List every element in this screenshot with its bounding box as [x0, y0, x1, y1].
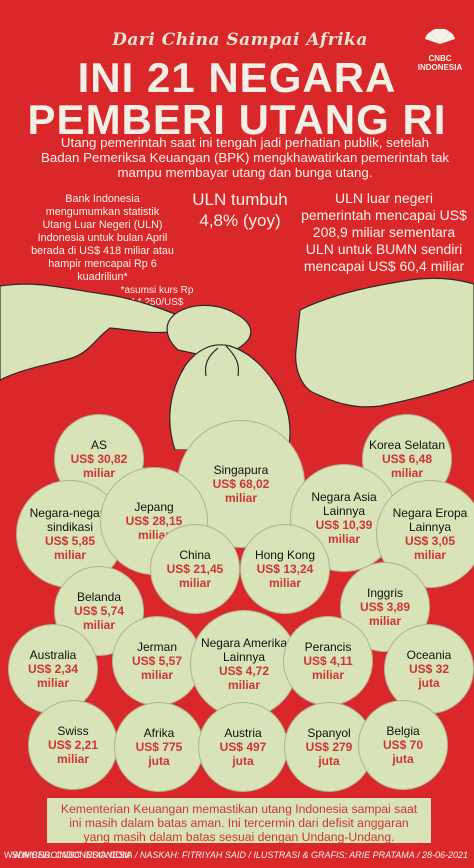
top-script: Dari China Sampai Afrika — [112, 30, 368, 50]
country-value: US$ 5,57 — [131, 654, 183, 668]
country-name: Belanda — [76, 590, 122, 604]
country-name: Negara Amerika Lainnya — [200, 636, 288, 664]
country-name: Austria — [224, 726, 262, 740]
country-name: Australia — [29, 648, 77, 662]
country-unit: juta — [392, 752, 414, 766]
country-name: China — [179, 548, 211, 562]
country-name: Belgia — [386, 724, 420, 738]
country-name: Negara-negara sindikasi — [29, 506, 111, 534]
country-value: US$ 4,72 — [218, 664, 270, 678]
country-unit: juta — [148, 754, 170, 768]
country-value: US$ 6,48 — [381, 452, 433, 466]
bubble-jerman: Jerman US$ 5,57 miliar — [112, 616, 202, 706]
country-value: US$ 70 — [382, 738, 424, 752]
country-name: Singapura — [213, 463, 269, 477]
country-value: US$ 32 — [408, 662, 450, 676]
cnbc-logo — [425, 28, 455, 44]
bubble-swiss: Swiss US$ 2,21 miliar — [28, 700, 118, 790]
country-value: US$ 3,05 — [404, 534, 456, 548]
growth-note: ULN tumbuh 4,8% (yoy) — [192, 190, 288, 230]
country-unit: miliar — [311, 668, 344, 682]
country-name: Negara Eropa Lainnya — [392, 506, 468, 534]
left-note: Bank Indonesia mengumumkan statistik Uta… — [31, 193, 174, 283]
country-name: Korea Selatan — [368, 438, 446, 452]
country-name: Spanyol — [307, 726, 351, 740]
country-value: US$ 5,85 — [44, 534, 96, 548]
country-name: Hong Kong — [254, 548, 316, 562]
country-value: US$ 4,11 — [303, 654, 353, 668]
country-value: US$ 497 — [219, 740, 267, 754]
bubble-australia: Australia US$ 2,34 miliar — [8, 624, 98, 714]
bubble-china: China US$ 21,45 miliar — [150, 524, 240, 614]
country-value: US$ 13,24 — [256, 562, 314, 576]
country-unit: miliar — [178, 576, 211, 590]
country-unit: juta — [318, 754, 340, 768]
right-note: ULN luar negeri pemerintah mencapai US$ … — [301, 190, 467, 274]
country-name: Afrika — [143, 726, 175, 740]
bubble-afrika: Afrika US$ 775 juta — [114, 702, 204, 792]
country-value: US$ 5,74 — [73, 604, 125, 618]
footer-message: Kementerian Keuangan memastikan utang In… — [47, 798, 431, 844]
title-line-1: INI 21 NEGARA — [77, 54, 397, 101]
country-name: Jepang — [134, 500, 174, 514]
country-name: Inggris — [366, 586, 404, 600]
bubble-oceania: Oceania US$ 32 juta — [384, 624, 474, 714]
bubble-negara-amerika-lainnya: Negara Amerika Lainnya US$ 4,72 miliar — [190, 610, 298, 718]
country-value: US$ 21,45 — [166, 562, 224, 576]
country-unit: miliar — [227, 678, 260, 692]
country-value: US$ 10,39 — [315, 518, 373, 532]
country-unit: miliar — [390, 466, 423, 480]
country-unit: miliar — [413, 548, 446, 562]
country-name: Negara Asia Lainnya — [311, 490, 377, 518]
country-value: US$ 2,34 — [27, 662, 79, 676]
country-unit: miliar — [327, 532, 360, 546]
country-value: US$ 3,89 — [359, 600, 411, 614]
intro-text: Utang pemerintah saat ini tengah jadi pe… — [41, 135, 449, 180]
country-name: Swiss — [57, 724, 89, 738]
left-footnote: *asumsi kurs Rp 14.250/US$ — [120, 285, 194, 308]
bubble-austria: Austria US$ 497 juta — [198, 702, 288, 792]
country-unit: miliar — [82, 466, 115, 480]
brand-text: CNBC INDONESIA — [417, 54, 463, 72]
bubble-belgia: Belgia US$ 70 juta — [358, 700, 448, 790]
country-name: Perancis — [304, 640, 352, 654]
country-name: Jerman — [136, 640, 177, 654]
country-value: US$ 2,21 — [47, 738, 99, 752]
country-unit: juta — [232, 754, 254, 768]
source-credit: SUMBER: CNBC INDONESIA / NASKAH: FITRIYA… — [11, 850, 468, 860]
hands-and-bag-illustration — [0, 277, 474, 450]
country-unit: miliar — [140, 668, 173, 682]
country-unit: miliar — [268, 576, 301, 590]
country-unit: miliar — [56, 752, 89, 766]
country-unit: miliar — [82, 618, 115, 632]
country-unit: miliar — [224, 491, 257, 505]
country-unit: miliar — [36, 676, 69, 690]
country-value: US$ 30,82 — [70, 452, 128, 466]
country-value: US$ 28,15 — [125, 514, 183, 528]
title-line-2: PEMBERI UTANG RI — [27, 96, 447, 143]
bubble-hong-kong: Hong Kong US$ 13,24 miliar — [240, 524, 330, 614]
country-unit: miliar — [53, 548, 86, 562]
country-unit: juta — [418, 676, 440, 690]
country-value: US$ 279 — [305, 740, 353, 754]
country-unit: miliar — [368, 614, 401, 628]
bubble-perancis: Perancis US$ 4,11 miliar — [283, 616, 373, 706]
bubble-spanyol: Spanyol US$ 279 juta — [284, 702, 374, 792]
site-url: WWW.CNBCINDONESIA.COM — [4, 850, 130, 860]
country-value: US$ 68,02 — [212, 477, 270, 491]
country-name: AS — [90, 438, 107, 452]
country-value: US$ 775 — [135, 740, 183, 754]
country-name: Oceania — [406, 648, 452, 662]
